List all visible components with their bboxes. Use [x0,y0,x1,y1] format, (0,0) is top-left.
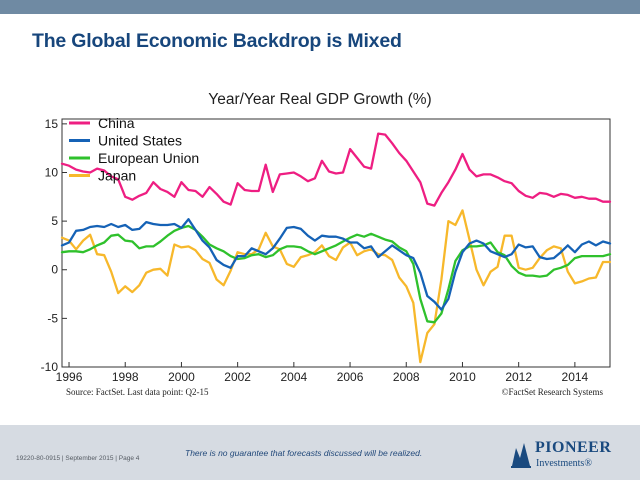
x-tick-label: 1996 [56,370,83,384]
x-tick-label: 2004 [280,370,307,384]
y-tick-label: 5 [51,214,58,228]
x-tick-label: 2002 [224,370,251,384]
y-tick-label: 15 [45,117,59,131]
y-tick-label: 10 [45,165,59,179]
legend-label-japan: Japan [98,168,136,184]
footer [0,425,640,480]
pioneer-emblem-icon [511,443,531,468]
series-lines [60,132,612,364]
copyright-note: ©FactSet Research Systems [502,387,604,397]
legend-label-china: China [98,115,135,131]
series-line-japan [60,209,612,364]
x-tick-label: 2014 [562,370,589,384]
y-tick-label: -5 [47,311,58,325]
top-bar [0,0,640,14]
slide-title: The Global Economic Backdrop is Mixed [32,30,402,52]
y-tick-label: 0 [51,263,58,277]
gdp-line-chart: Year/Year Real GDP Growth (%) 15 10 5 0 -5 -1… [41,91,612,397]
chart-title: Year/Year Real GDP Growth (%) [208,91,431,108]
logo-name: PIONEER [535,439,612,456]
source-note: Source: FactSet. Last data point: Q2-15 [66,387,209,397]
x-tick-label: 1998 [112,370,139,384]
legend-label-european-union: European Union [98,150,199,166]
x-axis: 1996 1998 2000 2002 2004 2006 2008 2010 2012 2014 [56,362,589,384]
forecast-disclaimer: There is no guarantee that forecasts dis… [185,448,423,458]
logo-subtitle: Investments® [536,458,592,469]
footer-page-info: 19220-80-0915 | September 2015 | Page 4 [16,455,140,462]
legend-label-united-states: United States [98,133,182,149]
series-line-united-states [60,218,612,311]
x-tick-label: 2000 [168,370,195,384]
series-line-european-union [60,224,612,324]
x-tick-label: 2010 [449,370,476,384]
x-tick-label: 2012 [505,370,532,384]
x-tick-label: 2006 [337,370,364,384]
y-axis: 15 10 5 0 -5 -10 [41,117,67,374]
series-line-china [60,132,612,207]
y-tick-label: -10 [41,360,59,374]
pioneer-logo: PIONEER Investments® [510,438,626,474]
x-tick-label: 2008 [393,370,420,384]
